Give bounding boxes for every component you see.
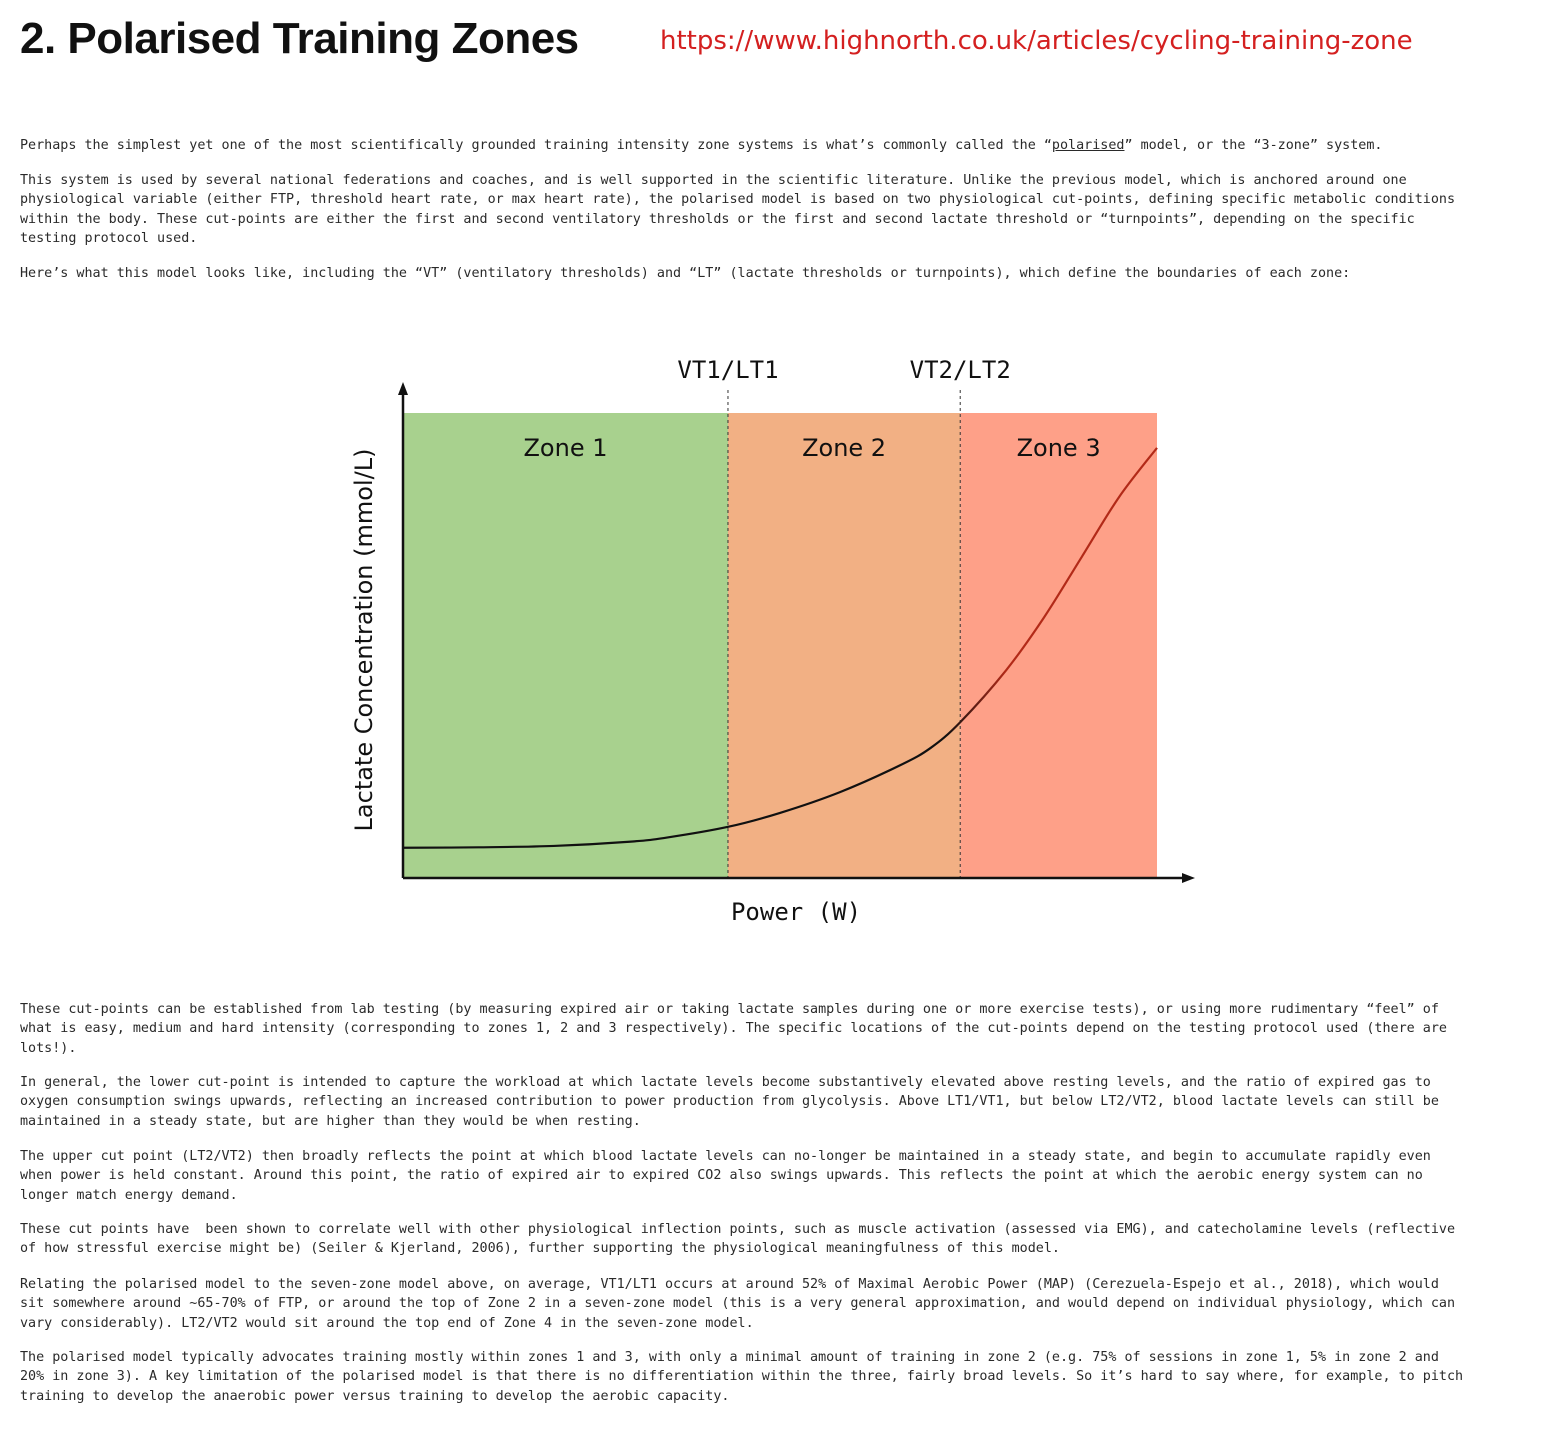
zones-layer: Zone 1 Zone 2 Zone 3 [403, 413, 1157, 878]
y-axis-arrow-icon [398, 382, 408, 395]
polarised-link[interactable]: polarised [1051, 138, 1125, 153]
body-paragraph-3: The upper cut point (LT2/VT2) then broad… [20, 1149, 1431, 1203]
source-url-link[interactable]: https://www.highnorth.co.uk/articles/cyc… [660, 26, 1413, 56]
threshold-layer: VT1/LT1 VT2/LT2 [677, 356, 1011, 878]
x-axis-label: Power (W) [731, 898, 861, 926]
page-title: 2. Polarised Training Zones [20, 14, 579, 63]
threshold-1-label: VT1/LT1 [677, 356, 778, 384]
zone-3-band [960, 413, 1157, 878]
zone-2-band [727, 413, 961, 878]
threshold-2-label: VT2/LT2 [910, 356, 1011, 384]
intro-paragraph-3: Here’s what this model looks like, inclu… [20, 266, 1351, 281]
curve-layer [402, 447, 1158, 849]
axes-layer [398, 382, 1195, 883]
lactate-curve-line [402, 447, 1158, 849]
body-paragraph-5: Relating the polarised model to the seve… [20, 1277, 1456, 1331]
polarised-zones-chart: Zone 1 Zone 2 Zone 3 VT1/LT1 VT2/LT2 Power … [350, 356, 1195, 926]
intro-paragraph-1: Perhaps the simplest yet one of the most… [20, 136, 1520, 155]
body-paragraph-6: The polarised model typically advocates … [20, 1350, 1464, 1404]
zone-1-band [403, 413, 728, 878]
y-axis-label: Lactate Concentration (mmol/L) [350, 449, 378, 832]
page-header: 2. Polarised Training Zones https://www.… [20, 10, 1530, 70]
body-paragraph-1: These cut-points can be established from… [20, 1002, 1447, 1056]
body-paragraph-4: These cut points have been shown to corr… [20, 1222, 1456, 1257]
intro-p1-text-after: ” model, or the “3-zone” system. [1124, 138, 1383, 153]
zone-3-label: Zone 3 [1017, 434, 1101, 462]
intro-paragraph-2: This system is used by several national … [20, 173, 1456, 247]
body-paragraph-2: In general, the lower cut-point is inten… [20, 1075, 1439, 1129]
zone-1-label: Zone 1 [523, 434, 607, 462]
zone-2-label: Zone 2 [802, 434, 886, 462]
intro-p1-text-before: Perhaps the simplest yet one of the most… [20, 138, 1052, 153]
x-axis-arrow-icon [1182, 873, 1195, 883]
